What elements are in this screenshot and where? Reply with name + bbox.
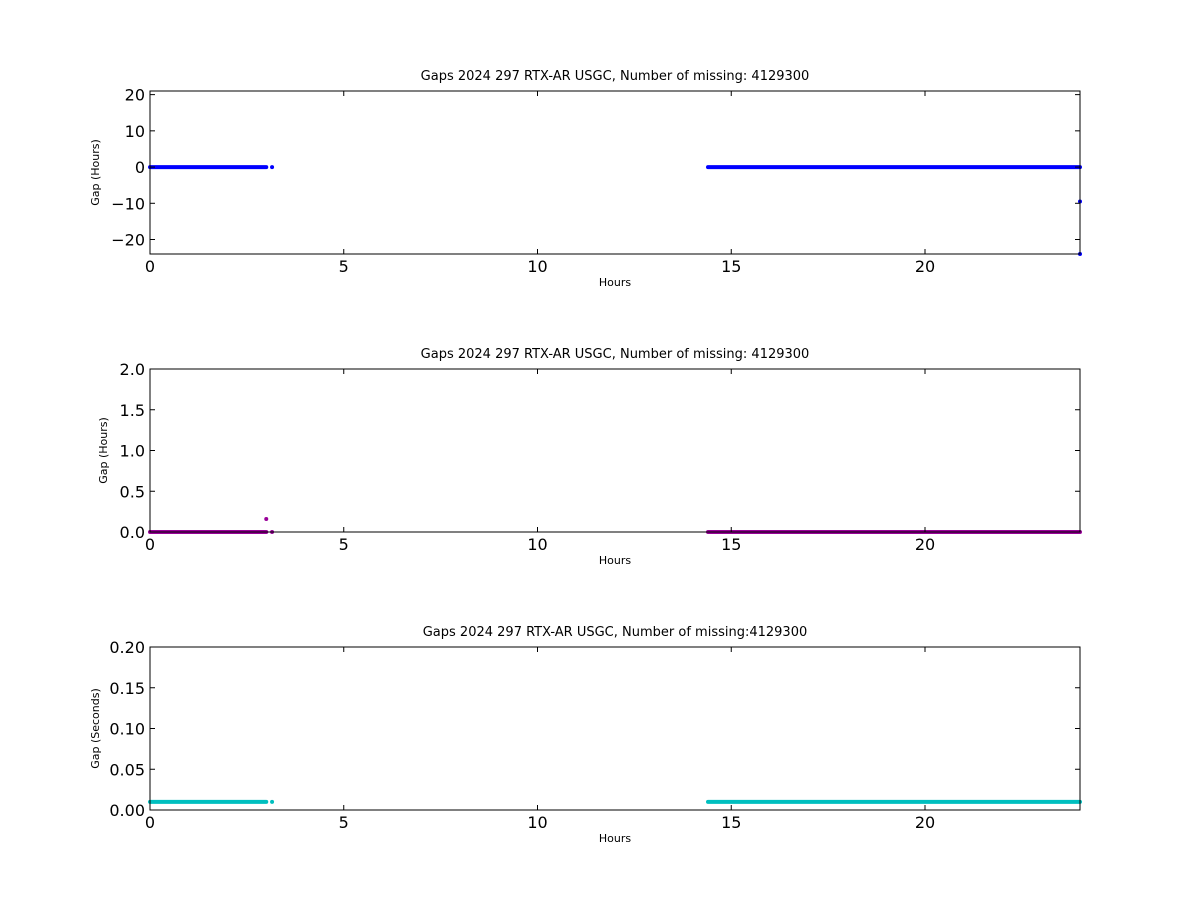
y-tick-label: 0.0 <box>120 523 145 542</box>
x-tick-label: 15 <box>721 813 741 832</box>
chart-title: Gaps 2024 297 RTX-AR USGC, Number of mis… <box>423 625 808 640</box>
x-axis-label: Hours <box>599 276 631 289</box>
plot-frame <box>149 646 1081 811</box>
plot-frame <box>149 90 1081 255</box>
x-tick-label: 0 <box>145 257 155 276</box>
y-tick-label: 0.05 <box>109 760 145 779</box>
x-tick-label: 5 <box>339 535 349 554</box>
x-tick-label: 20 <box>915 257 935 276</box>
x-tick-label: 5 <box>339 257 349 276</box>
y-axis-label: Gap (Seconds) <box>89 688 102 769</box>
chart-panel-1: Gaps 2024 297 RTX-AR USGC, Number of mis… <box>89 69 1082 289</box>
x-tick-label: 20 <box>915 813 935 832</box>
x-tick-label: 15 <box>721 535 741 554</box>
y-tick-label: 0.00 <box>109 801 145 820</box>
y-tick-label: 20 <box>125 86 145 105</box>
chart-panel-2: Gaps 2024 297 RTX-AR USGC, Number of mis… <box>97 347 1082 567</box>
y-tick-label: −20 <box>111 231 145 250</box>
x-tick-label: 10 <box>527 257 547 276</box>
y-axis-label: Gap (Hours) <box>89 139 102 206</box>
x-tick-label: 10 <box>527 535 547 554</box>
y-tick-label: 2.0 <box>120 360 145 379</box>
x-tick-label: 0 <box>145 535 155 554</box>
plot-frame <box>149 368 1081 533</box>
chart-title: Gaps 2024 297 RTX-AR USGC, Number of mis… <box>421 347 810 362</box>
chart-title: Gaps 2024 297 RTX-AR USGC, Number of mis… <box>421 69 810 84</box>
y-tick-label: 1.5 <box>120 401 145 420</box>
y-tick-label: 10 <box>125 122 145 141</box>
x-tick-label: 20 <box>915 535 935 554</box>
data-point <box>264 516 269 521</box>
x-axis-label: Hours <box>599 554 631 567</box>
x-tick-label: 15 <box>721 257 741 276</box>
x-tick-label: 5 <box>339 813 349 832</box>
y-tick-label: 0.10 <box>109 720 145 739</box>
data-point <box>270 799 275 804</box>
x-axis-label: Hours <box>599 832 631 845</box>
chart-panel-3: Gaps 2024 297 RTX-AR USGC, Number of mis… <box>89 625 1082 845</box>
x-tick-label: 0 <box>145 813 155 832</box>
y-tick-label: 0.5 <box>120 482 145 501</box>
y-tick-label: 0.15 <box>109 679 145 698</box>
y-tick-label: 0 <box>135 158 145 177</box>
x-tick-label: 10 <box>527 813 547 832</box>
y-tick-label: 1.0 <box>120 442 145 461</box>
y-tick-label: 0.20 <box>109 638 145 657</box>
data-point <box>270 165 275 170</box>
y-tick-label: −10 <box>111 194 145 213</box>
y-axis-label: Gap (Hours) <box>97 417 110 484</box>
